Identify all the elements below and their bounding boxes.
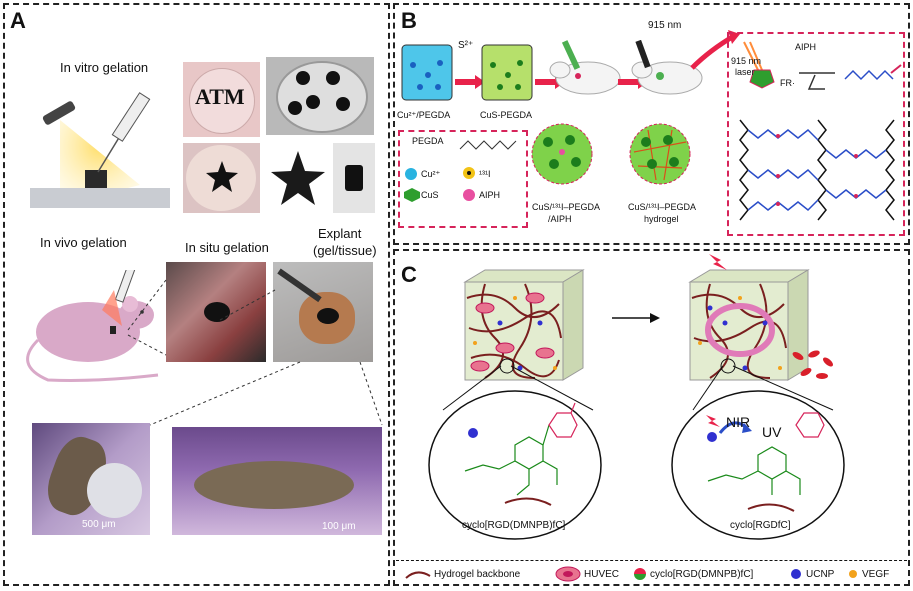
- legend-peptide-label: cyclo[RGD(DMNPB)fC]: [650, 569, 754, 580]
- legend-backbone-icon: [405, 571, 431, 579]
- legend-cu: Cu²⁺: [421, 169, 441, 179]
- in-situ-label: In situ gelation: [185, 240, 269, 255]
- molecule-label-1: cyclo[RGD(DMNPB)fC]: [462, 520, 566, 531]
- explant-sub-label: (gel/tissue): [313, 243, 377, 258]
- legend-cus: CuS: [421, 190, 439, 200]
- photo-explant: [273, 262, 373, 362]
- mouse-b1: [549, 40, 621, 95]
- panel-a-connectors: [127, 279, 383, 426]
- mouse-b2: [631, 40, 703, 95]
- photo-cylinders-dish: [266, 57, 374, 135]
- in-vitro-label: In vitro gelation: [60, 60, 149, 75]
- legend-backbone-label: Hydrogel backbone: [434, 569, 521, 580]
- arrow-b1: [455, 75, 485, 89]
- legend-aiph: AIPH: [479, 190, 501, 200]
- legend-huvec-icon: [555, 566, 581, 582]
- panel-a-label: A: [10, 8, 26, 33]
- beaker-cu-pegda: [401, 44, 453, 101]
- histology-left: 500 μm: [32, 423, 150, 535]
- laser-icon: [743, 41, 775, 89]
- arrow-c: [612, 313, 660, 323]
- photo-atm-text: ATM: [195, 84, 245, 109]
- photo-star-dish: [183, 143, 260, 213]
- explant-label: Explant: [318, 226, 362, 241]
- histology-right: 100 μm: [172, 427, 382, 535]
- molecule-label-2: cyclo[RGDfC]: [730, 520, 791, 531]
- laser-label: 915 nm: [731, 56, 762, 66]
- nir-label: NIR: [726, 414, 751, 430]
- gel-sphere-1: [531, 123, 593, 185]
- legend-vegf-icon: [849, 570, 857, 578]
- legend-vegf-label: VEGF: [862, 569, 890, 580]
- molecule-circle-2: [671, 390, 845, 540]
- photo-star-gel: [266, 143, 328, 213]
- sphere1-label-2: /AIPH: [548, 214, 572, 224]
- panel-b: [393, 3, 910, 245]
- gel-sphere-2: [629, 123, 691, 185]
- panel-c-label: C: [401, 262, 417, 287]
- panel-c-zoom-lines: [442, 365, 834, 411]
- mouse-illustration: [26, 270, 159, 382]
- scale-bar-100: 100 μm: [322, 521, 356, 532]
- lightning-icon: [709, 254, 727, 270]
- hydrogel-cube-after: [688, 269, 810, 381]
- s2-label: S²⁺: [458, 40, 474, 51]
- legend-peptide-icon: [634, 568, 646, 580]
- legend-huvec-label: HUVEC: [584, 569, 620, 580]
- photo-atm-disc: ATM: [183, 62, 260, 137]
- cu-icon: [405, 168, 417, 180]
- photo-in-situ: [166, 262, 266, 362]
- reaction-diagram: [799, 64, 902, 90]
- laser-label-2: laser: [735, 67, 755, 77]
- uv-label: UV: [762, 424, 782, 440]
- panel-b-legend-box: [398, 130, 528, 228]
- panel-c: [393, 249, 910, 586]
- radiation-icon: [463, 167, 475, 179]
- panel-a: [3, 3, 390, 586]
- beaker1-label: Cu²⁺/PEGDA: [397, 110, 451, 120]
- sphere2-label-1: CuS/¹³¹I–PEGDA: [628, 202, 697, 212]
- legend-pegda: PEGDA: [412, 136, 444, 146]
- panel-b-label: B: [401, 8, 417, 33]
- network-structure: [739, 119, 895, 221]
- photo-cylinder-gel: [333, 143, 375, 213]
- legend-iodine: ¹³¹I: [479, 169, 491, 179]
- panel-c-legend: [396, 560, 907, 583]
- legend-ucnp-icon: [791, 569, 801, 579]
- sphere1-label-1: CuS/¹³¹I–PEGDA: [532, 202, 601, 212]
- beaker2-label: CuS-PEGDA: [480, 110, 533, 120]
- molecule-circle-1: [428, 390, 602, 540]
- sphere2-label-2: hydrogel: [644, 214, 679, 224]
- hydrogel-cube-before: [463, 269, 585, 381]
- in-vitro-illustration: [30, 92, 170, 208]
- pegda-structure-icon: [459, 140, 517, 150]
- in-vivo-label: In vivo gelation: [40, 235, 127, 250]
- wavelength-label: 915 nm: [648, 20, 682, 31]
- cus-icon: [404, 188, 420, 202]
- scale-bar-500: 500 μm: [82, 519, 116, 530]
- aiph-icon: [463, 189, 475, 201]
- legend-ucnp-label: UCNP: [806, 569, 835, 580]
- reaction-box: [727, 32, 905, 236]
- beaker-cus-pegda: [481, 44, 533, 101]
- fr-label: FR·: [780, 78, 795, 88]
- aiph-label: AIPH: [795, 42, 817, 52]
- released-vegf-icon: [792, 350, 833, 379]
